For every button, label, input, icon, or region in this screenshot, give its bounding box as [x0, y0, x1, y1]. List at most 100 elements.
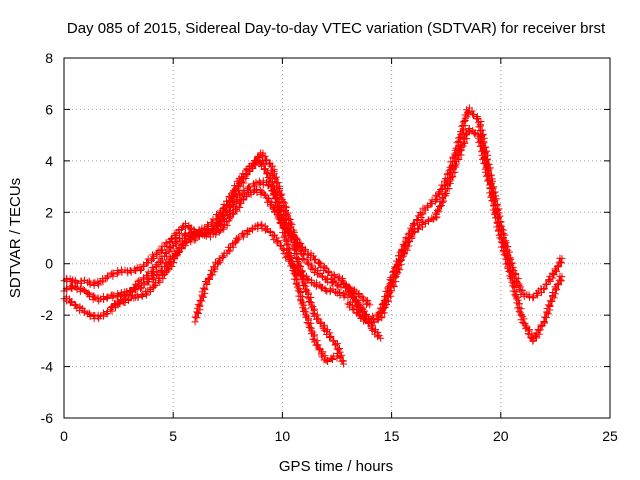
data-point — [99, 276, 107, 284]
data-point — [460, 117, 468, 125]
data-point — [91, 279, 99, 287]
data-point — [168, 263, 176, 271]
data-point — [390, 264, 398, 272]
x-tick-label: 25 — [602, 428, 618, 444]
data-point — [217, 210, 225, 218]
data-point — [457, 151, 465, 159]
data-point — [475, 123, 483, 131]
data-point — [551, 290, 559, 298]
data-point — [234, 181, 242, 189]
data-point — [495, 213, 503, 221]
y-tick-label: -4 — [41, 359, 54, 375]
data-point — [194, 300, 202, 308]
data-point — [451, 150, 459, 158]
data-point — [548, 269, 556, 277]
data-point — [279, 245, 287, 253]
data-point — [90, 282, 98, 290]
data-point — [219, 253, 227, 261]
data-point — [303, 319, 311, 327]
data-point — [143, 259, 151, 267]
data-point — [547, 297, 555, 305]
data-point — [113, 293, 121, 301]
data-point — [555, 280, 563, 288]
data-point — [262, 157, 270, 165]
data-point — [153, 269, 161, 277]
data-point — [167, 244, 175, 252]
data-point — [207, 219, 215, 227]
data-point — [104, 293, 112, 301]
data-point — [272, 194, 280, 202]
data-point — [140, 281, 148, 289]
data-point — [316, 320, 324, 328]
data-point — [334, 282, 342, 290]
data-point — [293, 283, 301, 291]
data-point — [199, 284, 207, 292]
data-point — [266, 227, 274, 235]
data-point — [476, 127, 484, 135]
data-point — [103, 294, 111, 302]
data-point — [264, 182, 272, 190]
data-point — [309, 309, 317, 317]
data-point — [335, 288, 343, 296]
x-axis-label: GPS time / hours — [279, 458, 393, 475]
data-point — [396, 256, 404, 264]
data-point — [546, 297, 554, 305]
data-point — [178, 245, 186, 253]
data-point — [439, 185, 447, 193]
data-point — [204, 275, 212, 283]
y-tick-label: 2 — [45, 204, 53, 220]
data-point — [448, 173, 456, 181]
data-point — [246, 162, 254, 170]
data-point — [296, 262, 304, 270]
data-point — [273, 211, 281, 219]
data-point — [238, 195, 246, 203]
data-point — [303, 293, 311, 301]
data-point — [414, 217, 422, 225]
data-point — [324, 267, 332, 275]
data-point — [338, 276, 346, 284]
data-point — [355, 301, 363, 309]
data-point — [199, 231, 207, 239]
data-point — [336, 352, 344, 360]
data-point — [292, 238, 300, 246]
data-point — [319, 348, 327, 356]
data-point — [298, 254, 306, 262]
data-point — [540, 284, 548, 292]
data-point — [458, 122, 466, 130]
data-point — [283, 250, 291, 258]
data-point — [260, 190, 268, 198]
data-point — [484, 160, 492, 168]
data-point — [352, 297, 360, 305]
data-point — [162, 260, 170, 268]
y-tick-label: -6 — [41, 410, 54, 426]
data-point — [307, 254, 315, 262]
data-point — [276, 242, 284, 250]
data-point — [281, 212, 289, 220]
x-tick-label: 5 — [169, 428, 177, 444]
data-point — [309, 335, 317, 343]
data-point — [490, 197, 498, 205]
data-point — [453, 139, 461, 147]
x-tick-label: 15 — [384, 428, 400, 444]
data-point — [393, 260, 401, 268]
data-point — [191, 313, 199, 321]
data-point — [555, 262, 563, 270]
data-point — [542, 280, 550, 288]
data-point — [210, 263, 218, 271]
data-point — [465, 108, 473, 116]
data-points — [60, 104, 566, 368]
data-point — [211, 264, 219, 272]
data-point — [359, 305, 367, 313]
data-point — [239, 233, 247, 241]
data-point — [299, 273, 307, 281]
data-point — [203, 279, 211, 287]
data-point — [332, 341, 340, 349]
data-point — [498, 226, 506, 234]
data-point — [516, 309, 524, 317]
data-point — [404, 230, 412, 238]
data-point — [215, 255, 223, 263]
data-point — [145, 274, 153, 282]
data-point — [379, 299, 387, 307]
data-point — [185, 234, 193, 242]
data-point — [427, 200, 435, 208]
